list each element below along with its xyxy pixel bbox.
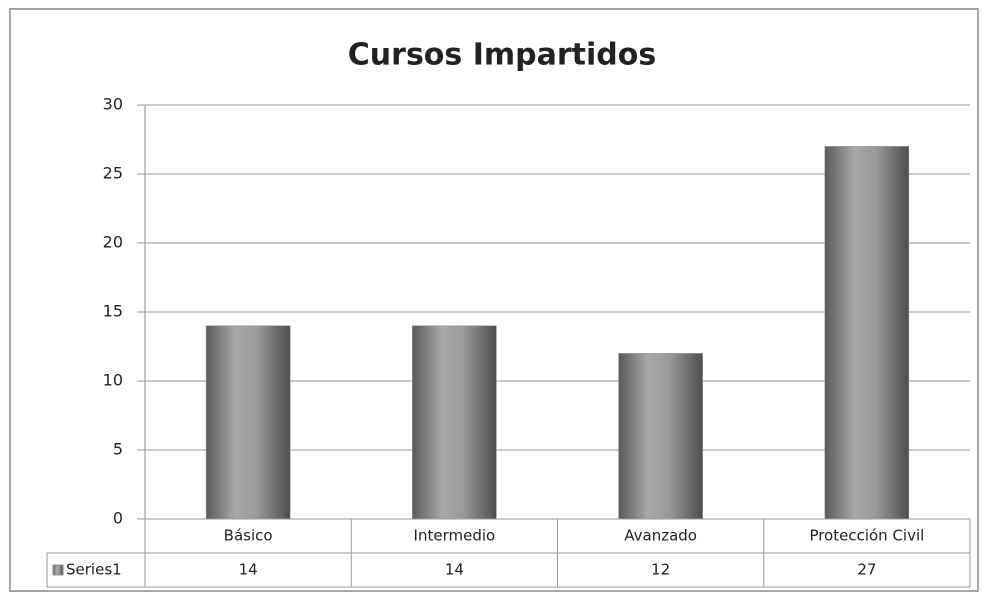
y-tick-label: 0 — [113, 509, 123, 528]
y-tick-label: 15 — [103, 302, 123, 321]
x-tick-label: Intermedio — [414, 527, 496, 545]
table-value: 12 — [651, 561, 670, 579]
x-tick-label: Avanzado — [624, 527, 697, 545]
y-tick-label: 20 — [103, 233, 123, 252]
table-value: 27 — [857, 561, 876, 579]
bar — [412, 325, 497, 520]
table-value: 14 — [239, 561, 258, 579]
legend-label: Series1 — [66, 561, 122, 579]
bar — [824, 146, 910, 520]
y-tick-label: 25 — [103, 164, 123, 183]
legend-key — [52, 564, 64, 576]
y-tick-label: 10 — [103, 371, 123, 390]
plot: 0 5 10 15 20 25 30 Básico Intermedio Avanzado Prot… — [46, 95, 971, 588]
bar — [205, 325, 291, 520]
table-value: 14 — [445, 561, 464, 579]
chart-title: Cursos Impartidos — [348, 38, 656, 73]
x-tick-label: Básico — [224, 527, 273, 545]
y-tick-label: 5 — [113, 440, 123, 459]
bar — [618, 353, 703, 520]
x-tick-label: Protección Civil — [809, 527, 924, 545]
y-tick-label: 30 — [103, 95, 123, 114]
